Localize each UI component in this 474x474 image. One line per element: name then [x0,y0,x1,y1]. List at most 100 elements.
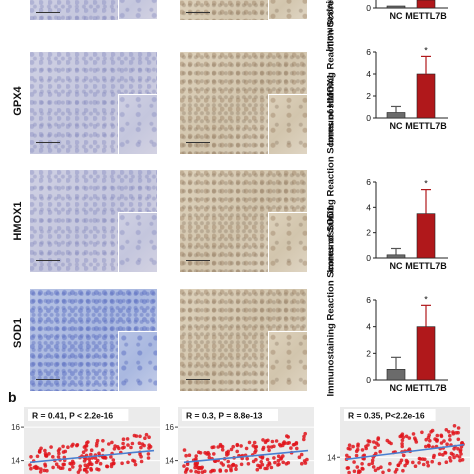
annotation-box [344,409,436,421]
data-point [286,435,291,439]
data-point [212,468,216,473]
bar-mettl7b [416,0,436,9]
data-point [111,458,116,462]
data-point [420,457,425,461]
data-point [207,455,212,460]
data-point [371,465,376,469]
data-point [139,459,144,464]
data-point [89,452,93,457]
inset-texture [119,0,157,19]
data-point [143,436,147,440]
data-point [229,447,234,452]
data-point [144,432,149,437]
data-point [277,462,281,467]
data-point [442,439,446,443]
data-point [277,442,282,447]
data-point [387,440,392,444]
category-label: METTL7B [405,11,447,21]
data-point [272,456,276,460]
bar-chart-3: 0 2 4 6 NC * METTL7B [366,177,448,271]
y-tick-label: 0 [366,3,371,13]
data-point [424,444,428,449]
data-point [218,468,222,472]
magnified-inset [268,331,307,391]
data-point [51,455,55,459]
scatter-plot-1: 14 16 R = 0.41, P < 2.2e-16 [11,407,160,474]
data-point [360,448,365,452]
y-tick-label: 0 [366,113,371,123]
data-point [285,441,290,445]
data-point [212,452,216,456]
data-point [44,454,49,458]
data-point [454,431,459,435]
scale-bar [36,379,60,380]
y-tick-label: 4 [366,202,371,212]
data-point [303,431,308,436]
data-point [71,465,75,469]
data-point [276,454,281,459]
data-point [437,452,442,456]
data-point [234,467,238,471]
data-point [354,449,359,453]
data-point [431,455,436,460]
data-point [346,446,351,451]
scale-bar [186,379,210,380]
data-point [266,445,271,449]
data-point [421,462,426,467]
data-point [182,464,186,468]
data-point [231,444,235,449]
category-label: NC [390,121,403,131]
data-point [451,431,456,436]
magnified-inset [268,212,307,272]
data-point [126,460,130,465]
data-point [239,462,244,467]
data-point [85,470,89,474]
data-point [147,435,151,439]
y-tick-label: 14 [327,453,336,462]
data-point [68,467,72,472]
data-point [360,462,364,466]
data-point [366,443,370,447]
magnified-inset [118,212,157,272]
data-point [29,466,33,471]
bar-nc [386,112,406,119]
data-point [132,433,137,438]
data-point [54,462,59,466]
data-point [89,466,93,471]
data-point [112,461,116,466]
y-tick-label: 14 [11,457,20,466]
data-point [147,446,151,450]
data-point [378,449,383,454]
data-point [216,445,220,449]
data-point [449,451,454,456]
data-point [89,448,94,452]
data-point [224,469,228,473]
data-point [404,434,409,439]
data-point [347,443,352,447]
category-label: METTL7B [405,383,447,393]
data-point [367,462,371,467]
micrograph-mettl7b-row4 [180,289,307,391]
data-point [43,448,47,453]
row-label-gpx4: GPX4 [12,86,24,116]
data-point [235,442,240,447]
y-tick-label: 16 [165,423,174,432]
category-label: METTL7B [405,121,447,131]
y-tick-label: 6 [366,295,371,305]
data-point [444,428,449,432]
micrograph-mettl7b-row1 [180,0,307,20]
significance-mark: * [424,45,428,55]
data-point [126,443,130,447]
scale-bar [186,260,210,261]
data-point [407,436,412,440]
data-point [279,456,284,460]
category-label: NC [390,261,403,271]
bar-chart-4-ylabel: Immunostaining Reaction Scores of SOD1 [325,205,337,397]
data-point [28,463,32,467]
data-point [357,469,361,473]
data-point [146,452,151,456]
data-point [447,430,451,434]
data-point [295,446,299,451]
data-point [253,445,258,450]
data-point [61,444,65,449]
